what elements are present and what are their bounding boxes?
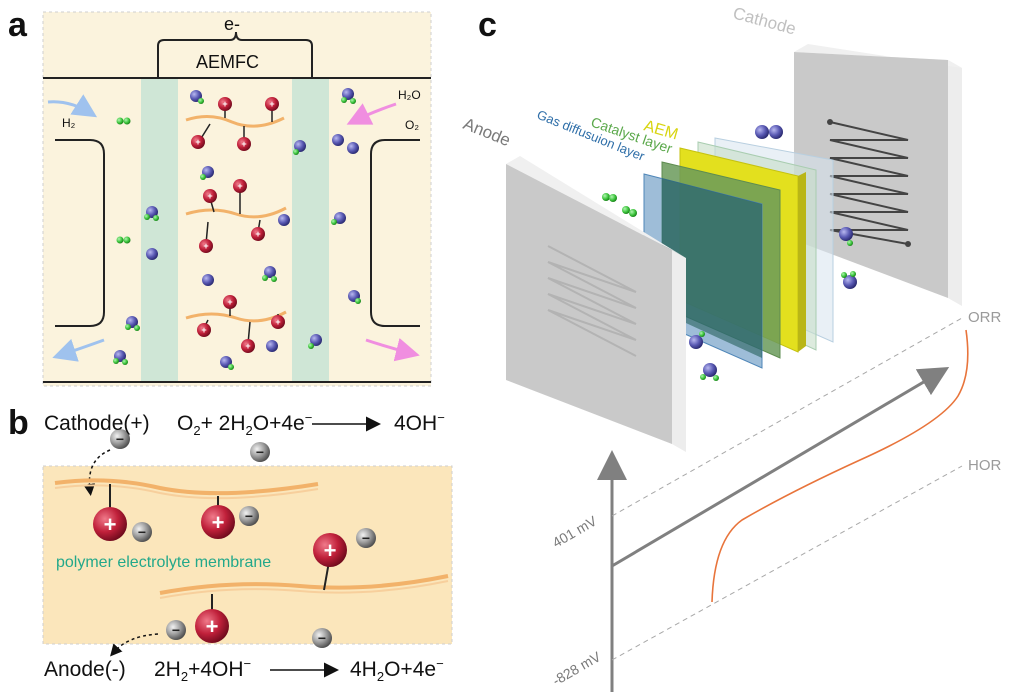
svg-text:+: + [241, 139, 246, 149]
polarization-curve [711, 329, 969, 603]
cation-symbol: + [324, 538, 337, 563]
sup: − [304, 410, 313, 425]
svg-text:+: + [275, 317, 280, 327]
anode-plate-top [506, 156, 686, 258]
anode-plate-side [672, 250, 686, 452]
cathode-label: Cathode [731, 4, 798, 39]
svg-text:+: + [207, 191, 212, 201]
anode-label: Anode(-) [44, 658, 126, 681]
sub: 2 [376, 669, 385, 685]
polymer-chains-a [185, 115, 287, 323]
cathode-eq-a: O [177, 412, 194, 435]
anion-symbol: − [256, 444, 264, 460]
anion-symbol: − [116, 431, 124, 447]
anode-label: Anode [461, 114, 514, 150]
cations-a [191, 97, 285, 353]
cathode-flow-channel [829, 121, 909, 245]
device-label: AEMFC [196, 52, 259, 72]
anode-channel [55, 139, 105, 327]
svg-text:+: + [245, 341, 250, 351]
o2-label: O₂ [405, 118, 419, 132]
cathode-eq-b: + 2H [200, 412, 246, 435]
anode-equation: 2H2+4OH− [154, 656, 251, 684]
anion-symbol: − [318, 630, 326, 646]
cathode-eq-c: O+4e [252, 412, 305, 435]
panel-b-letter: b [8, 404, 29, 442]
anode-product: 4H2O+4e− [350, 656, 444, 684]
svg-text:+: + [203, 241, 208, 251]
voltage-high-label: 401 mV [550, 512, 600, 550]
svg-text:+: + [237, 181, 242, 191]
anode-flow-channel [547, 245, 637, 357]
svg-text:+: + [195, 137, 200, 147]
anion-symbol: − [245, 508, 253, 524]
anion-symbol: − [172, 622, 180, 638]
anode-gdl-overlap [662, 178, 762, 358]
hydrogen-molecules-a [116, 117, 131, 244]
orr-label: ORR [968, 309, 1002, 326]
panel-a-background [42, 11, 432, 387]
anode-eq-b: +4OH [188, 658, 244, 681]
hydroxide-ions-a [113, 88, 361, 370]
panel-b-background [42, 465, 453, 645]
molecules-c [602, 125, 857, 381]
anion-symbol: − [362, 530, 370, 546]
anode-catalyst-band [141, 78, 178, 382]
panel-a-letter: a [8, 6, 27, 44]
anode-product-a: 4H [350, 658, 377, 681]
cations-b [93, 505, 347, 643]
svg-text:+: + [269, 99, 274, 109]
sub: 2 [193, 423, 201, 439]
svg-text:+: + [255, 229, 260, 239]
aem-layer-edge [798, 172, 806, 352]
svg-text:+: + [201, 325, 206, 335]
hor-guide [611, 465, 963, 661]
cathode-plate-top [794, 44, 962, 68]
orr-guide [611, 317, 963, 517]
cathode-catalyst-band [292, 78, 329, 382]
h2o-label: H₂O [398, 88, 421, 102]
cation-symbol: + [104, 512, 117, 537]
sup: − [437, 410, 445, 425]
sup: − [436, 656, 444, 671]
sub: 2 [245, 423, 253, 439]
anode-product-b: O+4e [384, 658, 437, 681]
h2-label: H₂ [62, 116, 76, 130]
cation-symbol: + [212, 510, 225, 535]
h2o-outlet-arrow [365, 337, 420, 362]
h2-inlet-arrow [47, 94, 98, 118]
cathode-channel [370, 139, 420, 327]
hor-label: HOR [968, 457, 1002, 474]
cathode-equation: O2+ 2H2O+4e− [177, 410, 312, 438]
cathode-label: Cathode(+) [44, 412, 150, 435]
anions-b [110, 429, 376, 648]
anode-plate [506, 164, 672, 444]
anode-hop-arrow [110, 633, 159, 657]
current-axis [611, 366, 950, 568]
h2-outlet-arrow [52, 338, 105, 362]
svg-text:+: + [222, 99, 227, 109]
o2-inlet-arrow [346, 102, 397, 125]
cathode-product: 4OH− [394, 410, 445, 436]
cation-symbol: + [206, 614, 219, 639]
sup: − [243, 656, 252, 671]
sub: 2 [180, 669, 189, 685]
cathode-product-text: 4OH [394, 412, 438, 435]
voltage-low-label: -828 mV [550, 648, 604, 689]
cathode-plate-side [948, 60, 962, 306]
membrane-label: polymer electrolyte membrane [56, 554, 272, 571]
panel-c-letter: c [478, 6, 497, 44]
electron-label: e- [224, 14, 241, 34]
anion-symbol: − [138, 524, 146, 540]
svg-text:+: + [227, 297, 232, 307]
polymer-chains-b [54, 478, 449, 599]
anode-eq-a: 2H [154, 658, 181, 681]
circuit-bracket [157, 31, 313, 78]
